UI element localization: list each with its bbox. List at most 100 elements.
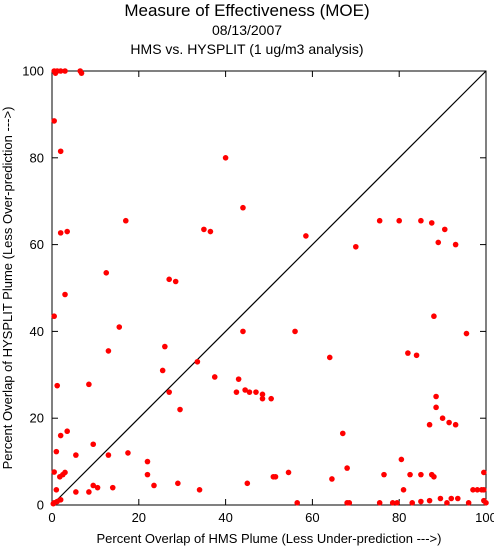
data-point <box>73 452 79 458</box>
x-tick-label: 40 <box>218 510 232 525</box>
data-point <box>394 500 400 506</box>
data-point <box>57 68 64 74</box>
x-tick-label: 20 <box>132 510 146 525</box>
data-point <box>439 415 446 422</box>
data-point <box>376 500 383 506</box>
data-point <box>418 217 424 224</box>
data-point <box>196 487 203 493</box>
plot-frame <box>51 70 487 506</box>
data-point <box>90 441 97 448</box>
data-point <box>109 484 116 491</box>
data-point <box>105 452 112 458</box>
data-point <box>159 367 166 374</box>
data-point <box>400 487 407 493</box>
data-point <box>57 230 64 236</box>
data-point <box>51 469 57 475</box>
data-point <box>233 389 240 395</box>
data-point <box>437 495 444 502</box>
y-tick-label: 60 <box>30 237 44 252</box>
x-tick-label: 100 <box>475 510 494 525</box>
data-point <box>346 500 353 506</box>
data-point <box>292 328 298 335</box>
data-point <box>339 430 346 437</box>
chart-date: 08/13/2007 <box>211 22 283 38</box>
data-point <box>418 471 424 478</box>
data-point <box>483 500 489 506</box>
data-point <box>481 469 487 476</box>
data-point <box>78 70 85 76</box>
data-point <box>452 241 459 248</box>
x-tick-label: 60 <box>305 510 319 525</box>
data-point <box>51 313 57 320</box>
data-point <box>268 395 274 402</box>
data-point <box>244 480 251 487</box>
reference-line <box>51 70 487 506</box>
data-point <box>53 487 60 493</box>
data-point <box>376 217 383 224</box>
data-points <box>50 68 489 507</box>
data-point <box>381 471 387 478</box>
data-point <box>259 391 266 398</box>
data-point <box>329 476 335 482</box>
data-point <box>294 500 301 506</box>
data-point <box>211 374 218 380</box>
data-point <box>409 500 416 506</box>
data-point <box>201 226 207 233</box>
reference-line-group <box>51 70 487 506</box>
data-point <box>57 432 64 439</box>
data-point <box>166 389 172 395</box>
data-point <box>418 498 424 505</box>
x-tick-label: 0 <box>48 510 55 525</box>
data-point <box>452 421 459 428</box>
data-point <box>253 389 259 395</box>
data-point <box>396 217 403 224</box>
data-point <box>426 497 433 504</box>
y-tick-label: 20 <box>30 411 44 426</box>
data-point <box>398 456 405 463</box>
data-point <box>242 387 248 393</box>
axis-ticks: 0 20 40 60 80 100 0 20 40 60 80 100 <box>22 64 494 526</box>
data-point <box>90 482 97 489</box>
data-point <box>57 148 64 155</box>
data-point <box>431 473 437 480</box>
data-point <box>259 395 266 402</box>
data-point <box>64 428 70 435</box>
data-point <box>474 487 481 493</box>
y-tick-label: 100 <box>22 64 44 79</box>
data-point <box>51 118 57 124</box>
data-point <box>344 465 350 471</box>
data-point <box>86 489 92 495</box>
data-point <box>207 228 214 235</box>
data-point <box>405 350 411 356</box>
data-point <box>285 469 292 476</box>
y-tick-label: 80 <box>30 150 44 165</box>
data-point <box>86 381 92 388</box>
data-point <box>470 487 476 493</box>
data-point <box>222 155 229 161</box>
y-axis-label: Percent Overlap of HYSPLIT Plume (Less O… <box>0 107 15 470</box>
x-tick-label: 80 <box>392 510 406 525</box>
data-point <box>162 343 168 350</box>
data-point <box>73 489 79 495</box>
data-point <box>54 382 61 389</box>
data-point <box>433 404 439 411</box>
data-point <box>50 500 57 507</box>
y-tick-label: 40 <box>30 324 44 339</box>
data-point <box>94 484 101 491</box>
data-point <box>166 276 172 283</box>
data-point <box>103 270 110 276</box>
data-point <box>272 473 279 480</box>
data-point <box>441 226 448 233</box>
data-point <box>240 328 246 335</box>
data-point <box>431 313 437 320</box>
data-point <box>303 233 309 239</box>
data-point <box>194 358 201 365</box>
data-point <box>481 487 487 493</box>
data-point <box>64 228 70 235</box>
data-point <box>433 393 439 400</box>
data-point <box>240 204 246 211</box>
data-point <box>235 376 242 382</box>
data-point <box>122 217 129 224</box>
data-point <box>116 324 123 330</box>
